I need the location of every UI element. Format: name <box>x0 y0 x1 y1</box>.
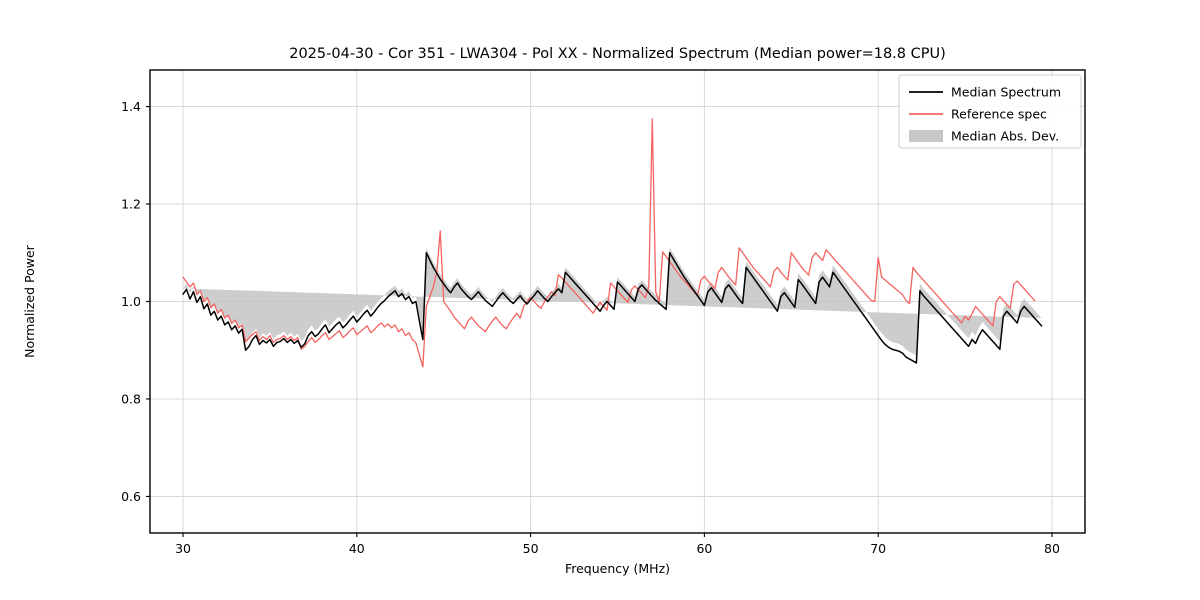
svg-text:1.4: 1.4 <box>121 99 141 114</box>
data-series-group <box>182 118 1043 368</box>
svg-text:0.8: 0.8 <box>121 391 141 406</box>
legend-item: Reference spec <box>909 107 1047 122</box>
svg-text:Median Spectrum: Median Spectrum <box>951 85 1061 100</box>
y-axis-label: Normalized Power <box>22 244 37 358</box>
svg-text:70: 70 <box>870 541 886 556</box>
chart-title: 2025-04-30 - Cor 351 - LWA304 - Pol XX -… <box>289 46 946 62</box>
axis-ticks: 30 40 50 60 70 80 0.6 0.8 1.0 1.2 1.4 <box>121 99 1060 556</box>
svg-text:0.6: 0.6 <box>121 489 141 504</box>
legend-item: Median Abs. Dev. <box>909 129 1059 144</box>
legend: Median Spectrum Reference spec Median Abs.… <box>898 74 1082 149</box>
svg-text:1.2: 1.2 <box>121 197 141 212</box>
svg-text:1.0: 1.0 <box>121 294 141 309</box>
svg-text:40: 40 <box>349 541 365 556</box>
svg-text:50: 50 <box>523 541 539 556</box>
svg-text:Median Abs. Dev.: Median Abs. Dev. <box>951 129 1059 144</box>
svg-text:30: 30 <box>175 541 191 556</box>
legend-item: Median Spectrum <box>909 85 1061 100</box>
x-axis-label: Frequency (MHz) <box>565 561 670 576</box>
svg-text:Reference spec: Reference spec <box>951 107 1047 122</box>
svg-text:80: 80 <box>1044 541 1060 556</box>
svg-text:60: 60 <box>696 541 712 556</box>
mad-band-area <box>183 247 1042 356</box>
